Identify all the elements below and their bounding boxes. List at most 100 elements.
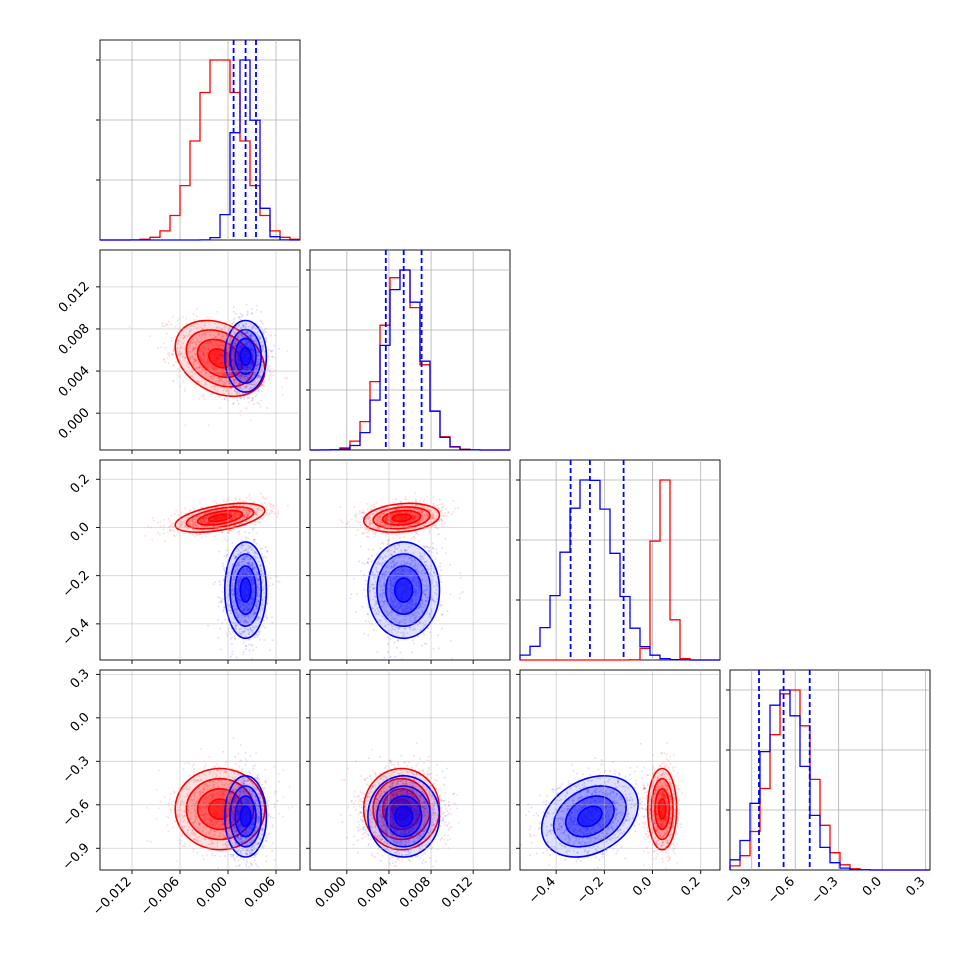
x-tick-label-2-0: −0.4 (526, 874, 559, 907)
hist-grid-3 (730, 670, 930, 870)
y-tick-label-1-1: 0.004 (56, 363, 93, 400)
density-level (392, 514, 412, 522)
density-level (394, 578, 413, 603)
contour-line (650, 777, 674, 841)
x-tick-label-2-3: 0.2 (678, 874, 703, 899)
contour-lines-series-1 (367, 541, 441, 640)
contour-line (385, 795, 423, 838)
y-tick-label-2-3: 0.2 (68, 472, 93, 497)
x-tick-label-1-3: 0.012 (439, 874, 476, 911)
y-tick-label-3-4: 0.3 (68, 667, 93, 692)
panel-grid-3-0 (96, 670, 300, 874)
contour-line (362, 502, 441, 534)
contour-lines-series-1 (223, 541, 268, 640)
y-tick-label-2-0: −0.4 (60, 616, 93, 649)
contour-line (196, 338, 244, 379)
density-fill-series-1 (541, 775, 639, 858)
histogram-series-1-dim-1 (310, 269, 510, 451)
contour-line (229, 553, 262, 627)
contour-line (185, 506, 255, 530)
scatter-panel-2-1 (339, 492, 464, 660)
y-tick-label-3-2: −0.3 (60, 754, 93, 787)
contour-line (376, 785, 432, 848)
contour-line (540, 774, 639, 858)
y-tick-label-1-2: 0.008 (56, 321, 93, 358)
scatter-panel-3-1 (339, 742, 460, 870)
x-tick-label-0-3: 0.006 (242, 874, 279, 911)
contour-line (577, 805, 603, 828)
contour-line (385, 565, 423, 615)
density-level (577, 806, 602, 827)
density-fill-series-1 (367, 541, 440, 639)
contour-line (654, 787, 671, 831)
contour-line (394, 805, 414, 828)
contour-lines-series-1 (223, 319, 268, 393)
y-tick-label-3-3: 0.0 (68, 710, 93, 735)
x-tick-label-0-2: 0.000 (194, 874, 231, 911)
contour-line (229, 785, 262, 848)
contour-line (564, 795, 615, 838)
y-tick-label-3-1: −0.6 (60, 797, 93, 830)
x-tick-label-3-1: −0.6 (765, 874, 798, 907)
panel-frame-3-0 (99, 669, 301, 871)
contour-line (185, 329, 255, 388)
panel-grid-3-2 (516, 670, 720, 874)
contour-line (376, 553, 432, 627)
contour-line (196, 509, 244, 526)
x-tick-label-1-1: 0.004 (355, 874, 392, 911)
panel-frame-2-1 (309, 459, 511, 661)
contour-line (239, 346, 252, 366)
histogram-series-1-dim-3 (729, 689, 930, 871)
x-tick-label-3-4: 0.3 (903, 874, 928, 899)
hist-grid-1 (310, 250, 510, 450)
contour-lines-series-1 (367, 775, 441, 858)
y-tick-label-1-3: 0.012 (56, 279, 93, 316)
contour-line (372, 506, 431, 530)
contour-line (234, 795, 257, 838)
panel-grid-1-0 (96, 250, 300, 454)
contour-line (239, 577, 252, 603)
panel-grid-2-0 (96, 460, 300, 664)
y-tick-label-3-0: −0.9 (60, 841, 93, 874)
contour-line (394, 577, 414, 603)
contour-line (223, 319, 268, 393)
contour-line (646, 767, 678, 851)
panel-frame-2-0 (99, 459, 301, 661)
y-tick-label-2-2: 0.0 (68, 520, 93, 545)
density-level (658, 799, 666, 820)
hist-grid-2 (520, 460, 720, 660)
x-tick-label-3-3: 0.0 (860, 874, 885, 899)
contour-line (367, 541, 441, 640)
panel-layer (96, 39, 931, 874)
density-fill-series-1 (367, 775, 440, 858)
scatter-panel-3-2 (520, 742, 684, 870)
y-tick-label-2-1: −0.2 (60, 568, 93, 601)
panel-grid-3-1 (306, 670, 510, 874)
contour-line (223, 775, 268, 858)
x-tick-label-3-0: −0.9 (722, 874, 755, 907)
scatter-panel-1-0 (128, 303, 289, 427)
x-tick-label-2-1: −0.2 (574, 874, 607, 907)
contour-line (174, 502, 266, 534)
contour-line (234, 565, 257, 615)
density-fill-series-1 (224, 541, 267, 639)
contour-lines-series-0 (362, 502, 441, 534)
contour-line (367, 775, 441, 858)
panel-grid-2-1 (306, 460, 510, 664)
contour-lines-series-1 (223, 775, 268, 858)
x-tick-label-1-0: 0.000 (313, 874, 350, 911)
histogram-series-1-dim-0 (100, 59, 300, 241)
density-level (240, 806, 251, 827)
x-tick-label-2-2: 0.0 (630, 874, 655, 899)
density-level (394, 806, 413, 827)
panel-frame-3-2 (519, 669, 721, 871)
contour-line (185, 777, 255, 841)
density-level (240, 347, 251, 366)
contour-line (657, 798, 667, 821)
contour-line (229, 328, 263, 384)
contour-line (391, 513, 412, 523)
contour-line (239, 805, 252, 828)
x-tick-label-1-2: 0.008 (397, 874, 434, 911)
histogram-series-0-dim-2 (520, 479, 720, 661)
